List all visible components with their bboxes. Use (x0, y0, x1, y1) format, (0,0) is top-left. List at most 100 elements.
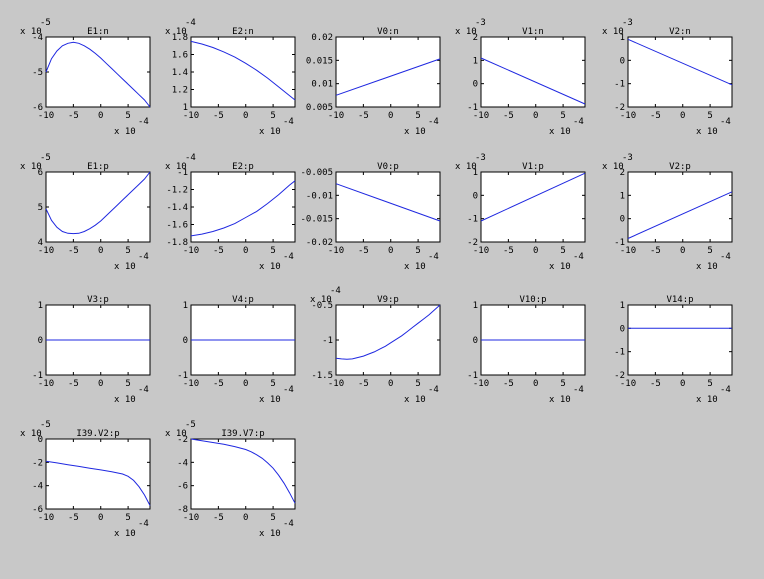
x-tick-label: -5 (650, 111, 661, 121)
x-tick-label: -5 (213, 111, 224, 121)
axes-box (45, 36, 151, 108)
x-exponent-power: -4 (428, 117, 439, 127)
y-exponent-power: -4 (330, 286, 341, 296)
subplot-title: E1:n (87, 27, 109, 37)
y-tick-label: -2 (177, 435, 188, 445)
x-tick-label: 0 (388, 111, 393, 121)
y-exponent-label: x 10 (20, 429, 42, 439)
subplot-title: V1:p (522, 162, 544, 172)
y-tick-label: -8 (177, 505, 188, 515)
x-tick-label: -10 (183, 246, 199, 256)
subplot-title: V3:p (87, 295, 109, 305)
x-exponent-power: -4 (573, 385, 584, 395)
y-tick-label: 1 (38, 301, 43, 311)
y-tick-label: 0.005 (306, 103, 333, 113)
y-exponent-power: -5 (40, 18, 51, 28)
x-tick-label: 5 (125, 513, 130, 523)
y-tick-label: -0.015 (300, 215, 333, 225)
x-exponent-label: x 10 (404, 395, 426, 405)
x-exponent-label: x 10 (696, 262, 718, 272)
x-tick-label: 0 (533, 379, 538, 389)
x-exponent-label: x 10 (114, 127, 136, 137)
x-tick-label: 0 (533, 246, 538, 256)
subplot-title: V10:p (519, 295, 546, 305)
y-tick-label: 0 (38, 435, 43, 445)
x-exponent-label: x 10 (404, 127, 426, 137)
x-tick-label: 0 (388, 379, 393, 389)
y-tick-label: -6 (32, 103, 43, 113)
y-exponent-label: x 10 (455, 27, 477, 37)
x-tick-label: -5 (650, 379, 661, 389)
subplot-7: V0:p -0.005 -0.01 -0.015 -0.02-10 -5 0 5 x 10-4 (300, 162, 441, 272)
y-tick-label: 1 (183, 103, 188, 113)
y-exponent-label: x 10 (165, 162, 187, 172)
x-exponent-power: -4 (428, 385, 439, 395)
x-tick-label: 5 (560, 111, 565, 121)
subplot-title: V2:p (669, 162, 691, 172)
y-tick-label: -6 (177, 482, 188, 492)
x-tick-label: 0 (243, 379, 248, 389)
y-exponent-label: x 10 (20, 27, 42, 37)
y-tick-label: 1 (620, 33, 625, 43)
x-tick-label: 5 (270, 513, 275, 523)
y-tick-label: -2 (467, 238, 478, 248)
x-tick-label: -10 (473, 379, 489, 389)
y-tick-label: -4 (32, 482, 43, 492)
y-tick-label: 1.4 (172, 68, 188, 78)
series-line-0 (190, 40, 296, 101)
y-exponent-power: -3 (622, 18, 633, 28)
x-tick-label: 5 (270, 111, 275, 121)
y-tick-label: -1 (467, 215, 478, 225)
y-exponent-label: x 10 (165, 429, 187, 439)
y-tick-label: 0 (620, 215, 625, 225)
x-tick-label: 5 (560, 379, 565, 389)
x-tick-label: 0 (680, 379, 685, 389)
x-tick-label: -10 (38, 513, 54, 523)
y-tick-label: 1.8 (172, 33, 188, 43)
y-tick-label: 2 (620, 168, 625, 178)
subplot-1: E2:n1.81.61.41.21-10 -5 0 5x 10-4x 10-4 (165, 18, 296, 137)
y-tick-label: 0 (473, 191, 478, 201)
x-tick-label: 5 (125, 111, 130, 121)
x-exponent-power: -4 (720, 117, 731, 127)
y-tick-label: -4 (177, 458, 188, 468)
subplot-title: V4:p (232, 295, 254, 305)
subplot-16: I39.V7:p-2-4-6-8-10 -5 0 5x 10-5x 10-4 (165, 420, 296, 539)
x-tick-label: 0 (680, 246, 685, 256)
y-tick-label: -1.2 (166, 186, 188, 196)
y-tick-label: -0.005 (300, 168, 333, 178)
y-tick-label: -5 (32, 68, 43, 78)
x-tick-label: -5 (358, 379, 369, 389)
axes-box (190, 171, 296, 243)
y-exponent-label: x 10 (165, 27, 187, 37)
axes-box (335, 36, 441, 108)
x-tick-label: -10 (38, 111, 54, 121)
x-exponent-power: -4 (138, 385, 149, 395)
series-line-0 (45, 460, 151, 506)
x-exponent-power: -4 (283, 252, 294, 262)
y-tick-label: -2 (32, 458, 43, 468)
x-tick-label: 5 (707, 246, 712, 256)
y-tick-label: -6 (32, 505, 43, 515)
x-tick-label: 0 (98, 379, 103, 389)
x-tick-label: 0 (243, 513, 248, 523)
x-tick-label: 5 (415, 111, 420, 121)
y-tick-label: 1 (183, 301, 188, 311)
x-exponent-label: x 10 (259, 395, 281, 405)
y-exponent-power: -4 (185, 18, 196, 28)
x-exponent-label: x 10 (114, 529, 136, 539)
x-tick-label: 5 (415, 379, 420, 389)
series-line-0 (480, 57, 586, 105)
axes-box (627, 36, 733, 108)
y-tick-label: 4 (38, 238, 43, 248)
x-tick-label: -10 (183, 111, 199, 121)
x-tick-label: 0 (98, 111, 103, 121)
axes-box (480, 171, 586, 243)
x-exponent-label: x 10 (549, 262, 571, 272)
y-tick-label: 0 (620, 324, 625, 334)
x-tick-label: 5 (707, 379, 712, 389)
y-tick-label: 1 (473, 56, 478, 66)
y-tick-label: -0.5 (311, 301, 333, 311)
y-tick-label: 0 (473, 336, 478, 346)
